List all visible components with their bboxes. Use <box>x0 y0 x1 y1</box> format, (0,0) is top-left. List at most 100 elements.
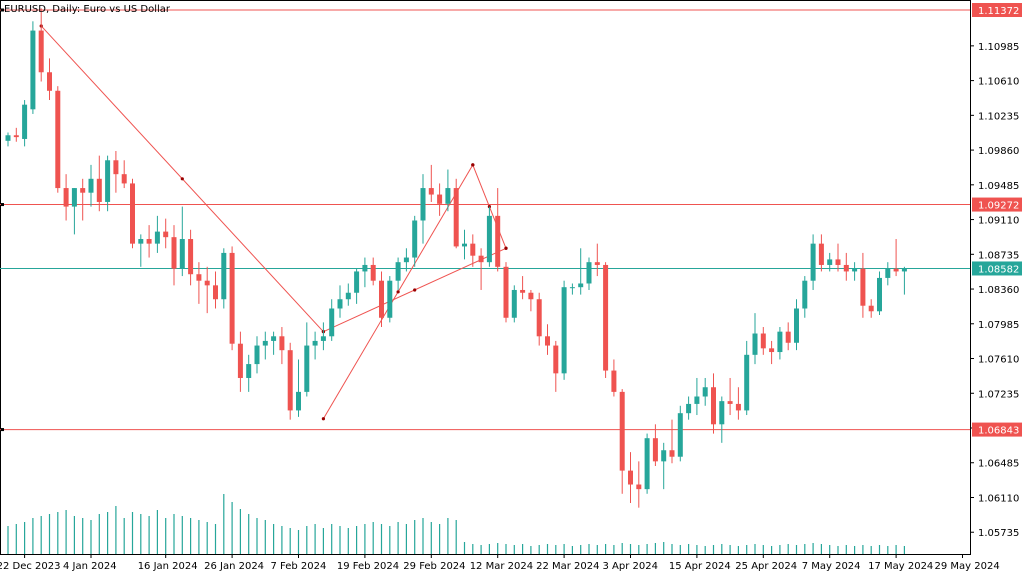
candle-up <box>412 220 418 258</box>
candle-up <box>296 391 301 411</box>
candle-up <box>88 178 94 193</box>
candle-up <box>22 104 28 139</box>
time-axis: 22 Dec 2023 4 Jan 2024 16 Jan 2024 26 Jan 2… <box>0 554 1000 572</box>
candle-up <box>329 308 335 337</box>
candle-down <box>711 387 716 425</box>
candle-down <box>130 183 135 244</box>
candle-up <box>686 403 692 414</box>
x-tick-label: 22 Dec 2023 <box>0 561 60 572</box>
y-tick-label: 1.06110 <box>978 493 1019 504</box>
x-tick-label: 19 Feb 2024 <box>337 561 399 572</box>
x-tick-label: 15 Apr 2024 <box>669 561 731 572</box>
candle-up <box>262 340 268 346</box>
candle-up <box>179 239 185 269</box>
candle-down <box>545 336 550 346</box>
trendline-point <box>180 177 184 181</box>
candle-down <box>163 231 169 238</box>
y-tick-label: 1.08360 <box>978 285 1019 296</box>
candle-up <box>677 413 683 457</box>
y-tick-label: 1.09860 <box>978 146 1019 157</box>
x-tick-label: 4 Jan 2024 <box>63 561 117 572</box>
candle-up <box>877 277 882 312</box>
current-price-badge <box>972 261 1022 276</box>
x-tick-label: 17 May 2024 <box>868 561 933 572</box>
candle-down <box>13 135 19 138</box>
candle-down <box>727 401 733 404</box>
candle-up <box>852 268 858 272</box>
candle-down <box>785 331 791 343</box>
candle-up <box>420 188 426 221</box>
candle-up <box>105 160 111 202</box>
level-anchor-0 <box>1 8 4 12</box>
candle-up <box>752 333 758 355</box>
candle-down <box>229 252 235 344</box>
price-badges: 1.11372 1.09272 1.06843 1.08582 <box>972 3 1022 437</box>
trendline-point <box>504 246 508 250</box>
candle-down <box>121 174 127 184</box>
candle-up <box>802 280 808 309</box>
y-tick-label: 1.07985 <box>978 320 1019 331</box>
candle-up <box>387 280 393 318</box>
candle-down <box>237 343 243 378</box>
candle-up <box>5 135 11 141</box>
level-badge-0-label: 1.11372 <box>978 6 1019 17</box>
candle-down <box>843 264 849 272</box>
price-axis: 1.10985 1.10610 1.10235 1.09860 1.09485 1.091… <box>970 42 1019 539</box>
candle-up <box>569 287 575 289</box>
candle-down <box>628 470 633 485</box>
candle-up <box>827 259 833 265</box>
y-tick-label: 1.10235 <box>978 111 1019 122</box>
candle-down <box>379 280 384 318</box>
candle-up <box>345 292 351 300</box>
candle-down <box>47 72 52 91</box>
candle-down <box>536 299 542 337</box>
candle-up <box>312 340 318 346</box>
candle-up <box>586 262 592 284</box>
candle-down <box>146 239 152 244</box>
candle-down <box>437 194 443 204</box>
candle-up <box>320 336 326 341</box>
candle-up <box>354 271 360 293</box>
candle-up <box>71 188 77 207</box>
candle-down <box>520 289 526 293</box>
candle-down <box>470 243 476 256</box>
candle-down <box>769 348 775 353</box>
candle-up <box>362 264 368 272</box>
candle-down <box>893 268 899 272</box>
level-badge-2 <box>972 422 1022 437</box>
plot-frame <box>0 0 971 555</box>
candle-up <box>462 243 467 247</box>
candle-down <box>594 262 600 265</box>
candle-down <box>55 90 61 189</box>
candle-down <box>213 285 218 300</box>
candle-up <box>644 438 650 490</box>
candle-down <box>428 188 434 195</box>
y-tick-label: 1.07235 <box>978 389 1019 400</box>
x-tick-label: 22 Mar 2024 <box>536 561 599 572</box>
current-price-badge-label: 1.08582 <box>978 264 1019 275</box>
x-tick-label: 7 Feb 2024 <box>271 561 327 572</box>
level-badge-0 <box>972 3 1022 18</box>
candle-down <box>453 188 459 247</box>
candle-down <box>38 30 44 73</box>
candle-up <box>221 252 227 300</box>
candle-down <box>188 239 194 275</box>
volume-bars <box>7 494 906 554</box>
x-tick-label: 16 Jan 2024 <box>138 561 198 572</box>
candle-down <box>611 370 617 392</box>
candle-down <box>495 215 501 267</box>
y-tick-label: 1.09110 <box>978 216 1019 227</box>
candle-down <box>760 333 766 349</box>
candle-down <box>279 336 285 351</box>
candle-up <box>561 287 567 374</box>
candle-down <box>619 391 625 471</box>
candle-down <box>652 438 658 462</box>
candle-up <box>30 30 36 110</box>
candle-up <box>702 387 708 397</box>
candle-down <box>171 237 177 269</box>
candles <box>5 8 907 508</box>
candle-down <box>204 280 210 286</box>
x-tick-label: 12 Mar 2024 <box>470 561 533 572</box>
candle-up <box>304 345 310 392</box>
trendline-point <box>396 290 400 294</box>
